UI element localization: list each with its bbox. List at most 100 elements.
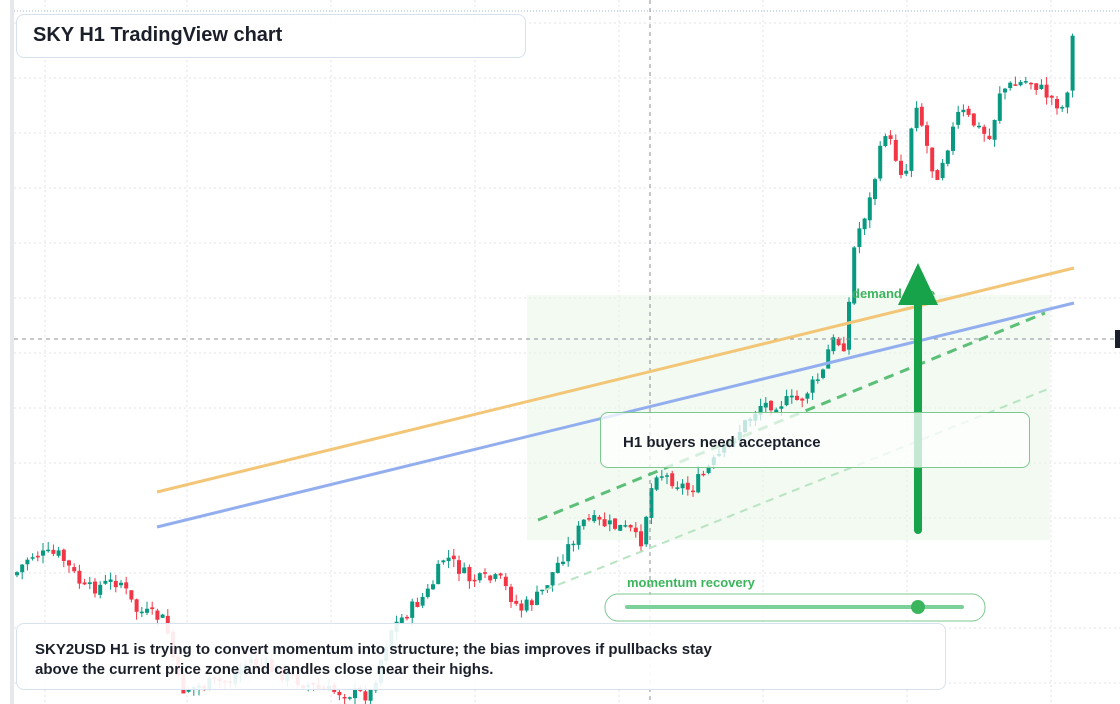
candle (1060, 107, 1065, 109)
candle (826, 349, 831, 369)
candle (1008, 82, 1013, 89)
candle (795, 395, 799, 400)
candle (87, 582, 92, 584)
candle (914, 107, 919, 129)
candle (587, 518, 591, 520)
candle (909, 128, 914, 171)
candle (1055, 98, 1059, 109)
candle (1034, 83, 1039, 90)
candle (347, 697, 352, 699)
candle (904, 170, 909, 174)
candle (425, 588, 430, 597)
candle (893, 139, 898, 161)
candles (15, 33, 1075, 704)
candle (472, 579, 477, 582)
candle (883, 136, 888, 147)
candle (363, 691, 368, 701)
candle (415, 601, 420, 608)
candle (498, 573, 503, 576)
candle (488, 575, 493, 581)
candle (758, 405, 763, 415)
candle (992, 119, 997, 140)
candle (945, 150, 950, 164)
candle (561, 561, 565, 565)
candle (618, 524, 623, 531)
candle (581, 519, 586, 527)
candle (519, 603, 524, 611)
candle (342, 696, 347, 699)
candle (483, 572, 487, 574)
candle (15, 572, 19, 576)
candle (607, 520, 612, 525)
candle (878, 145, 883, 179)
candle (457, 560, 461, 574)
candle (524, 599, 529, 611)
title: SKY H1 TradingView chart (33, 24, 283, 46)
candle (103, 580, 108, 584)
candle (353, 688, 357, 699)
candle (514, 600, 519, 604)
candle (805, 393, 810, 399)
candle (821, 369, 825, 378)
candle (867, 197, 872, 221)
candle (431, 584, 435, 590)
candle (888, 135, 893, 139)
candle (680, 483, 685, 489)
candle (862, 218, 867, 230)
candle (20, 564, 25, 573)
candle (841, 343, 846, 352)
candle (566, 544, 571, 562)
candle (779, 406, 784, 409)
candle (119, 582, 123, 586)
candle (628, 525, 633, 528)
candle (774, 409, 779, 413)
candle (550, 572, 555, 586)
candle (51, 549, 56, 554)
candle (706, 466, 711, 473)
candle (654, 477, 659, 490)
candle (769, 400, 773, 411)
candle (1029, 82, 1033, 85)
candle (951, 126, 955, 151)
candle (35, 555, 40, 558)
candle (1018, 81, 1023, 86)
candle (925, 125, 929, 146)
candle (815, 379, 820, 381)
left-border (10, 0, 14, 704)
callout-box: H1 buyers need acceptance (600, 412, 1030, 468)
candle (82, 582, 87, 585)
candle (446, 557, 451, 562)
candle (659, 476, 664, 478)
candle (763, 402, 768, 408)
candle (847, 301, 851, 350)
candle (46, 549, 51, 552)
candle (93, 581, 97, 594)
candle (477, 573, 482, 581)
candle (784, 396, 789, 406)
candle (597, 516, 602, 520)
candle (540, 589, 545, 592)
candle (639, 531, 643, 547)
candle (25, 559, 30, 565)
candle (72, 567, 77, 572)
candle (462, 567, 467, 574)
callout: H1 buyers need acceptance (623, 434, 821, 451)
candle (1003, 88, 1007, 93)
candle (633, 527, 638, 533)
candle (61, 549, 66, 561)
candle (405, 616, 409, 619)
candle (675, 487, 680, 489)
candle (56, 550, 61, 556)
candle (940, 162, 945, 179)
candle (420, 596, 425, 606)
candle (493, 574, 498, 579)
candle (129, 590, 134, 600)
candle (831, 337, 836, 352)
candle (997, 93, 1002, 121)
candle (810, 379, 815, 393)
candle (451, 555, 456, 560)
candle (852, 247, 857, 304)
candle (98, 584, 103, 595)
candle (509, 586, 513, 602)
